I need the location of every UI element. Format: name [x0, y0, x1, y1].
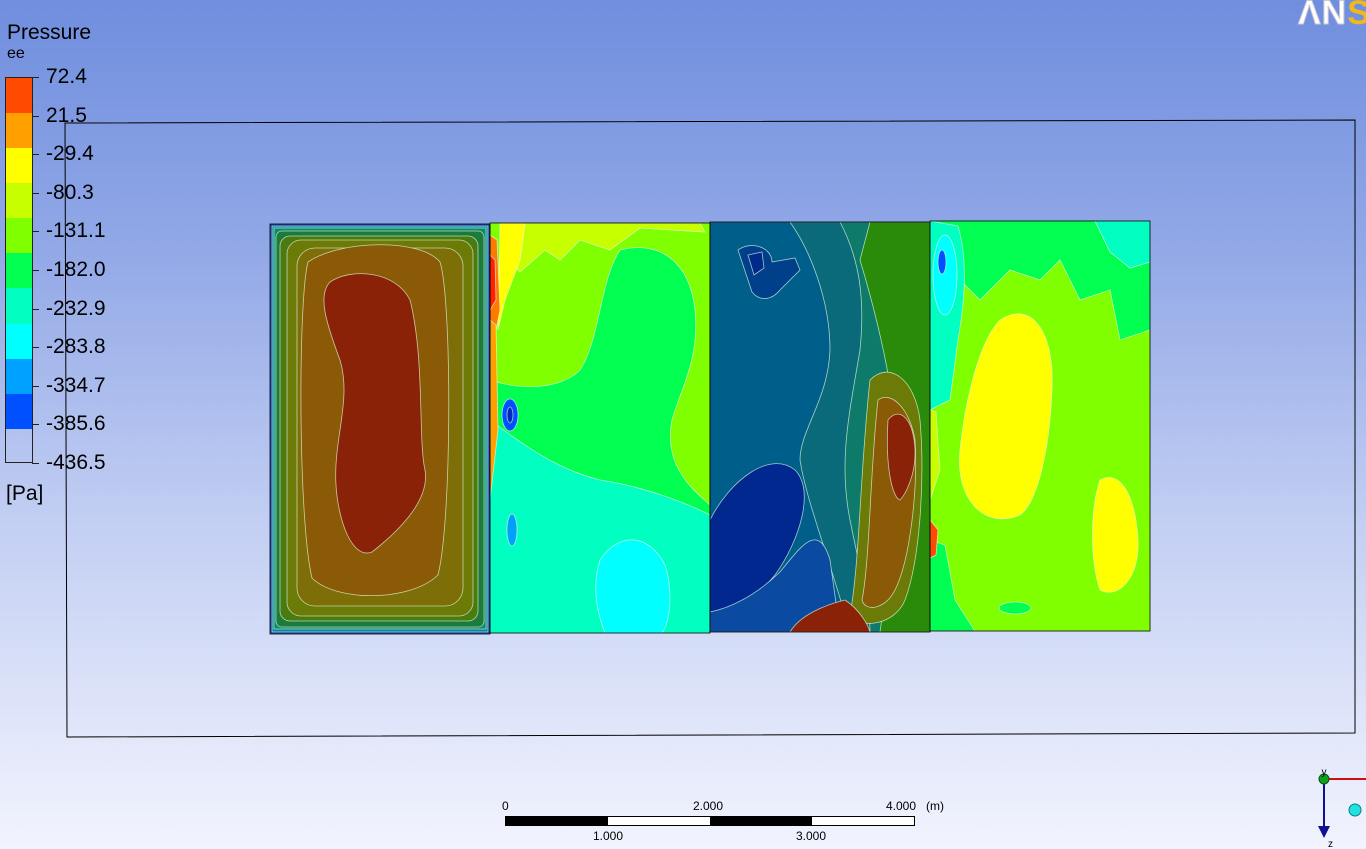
contour-panel-4	[930, 221, 1150, 631]
axes-triad[interactable]: y z	[1318, 767, 1366, 849]
legend-level-label: 72.4	[46, 65, 87, 88]
triad-y-label: y	[1322, 767, 1327, 778]
legend-tick	[32, 386, 39, 387]
legend-color-band	[6, 358, 32, 394]
contour-panel-1	[270, 224, 490, 634]
legend-tick	[32, 231, 39, 232]
legend-color-band	[6, 78, 32, 114]
legend-color-bar	[5, 77, 33, 463]
legend-level-label: -436.5	[46, 451, 106, 474]
legend-tick	[32, 193, 39, 194]
scale-label-1000: 1.000	[593, 829, 624, 843]
legend-color-band	[6, 288, 32, 324]
scale-unit: (m)	[926, 799, 944, 813]
legend-level-label: -182.0	[46, 258, 106, 281]
scale-label-2000: 2.000	[693, 799, 724, 813]
legend-level-label: -385.6	[46, 412, 106, 436]
legend-level-label: -131.1	[46, 219, 106, 243]
contour-panel-2	[490, 223, 710, 633]
legend-level-label: -232.9	[46, 296, 106, 320]
legend-level-label: -29.4	[46, 142, 94, 166]
domain-outline	[64, 119, 1356, 738]
legend-tick	[32, 154, 39, 155]
legend-tick	[32, 463, 39, 464]
contour-panel-3	[710, 222, 930, 632]
legend-tick	[32, 270, 39, 271]
legend-level-label: -283.8	[46, 335, 106, 359]
scale-label-3000: 3.000	[796, 829, 827, 843]
legend-tick	[32, 309, 39, 310]
legend-subtitle: ee	[7, 45, 25, 62]
triad-isometric-icon[interactable]	[1348, 803, 1362, 817]
triad-origin-icon	[1318, 773, 1330, 785]
scale-label-4000: 4.000	[886, 799, 917, 813]
legend-color-band	[6, 393, 32, 429]
triad-z-label: z	[1328, 839, 1333, 849]
panel-4-outline	[929, 220, 1151, 632]
legend-level-label: -334.7	[46, 373, 106, 397]
legend-color-band	[6, 148, 32, 184]
ansys-logo: ΛNS	[1297, 0, 1366, 33]
legend-color-band	[6, 113, 32, 149]
legend-tick	[32, 424, 39, 425]
scale-bar	[505, 816, 915, 826]
legend-tick	[32, 116, 39, 117]
legend-color-band	[6, 183, 32, 219]
legend-color-band	[6, 253, 32, 289]
legend-unit: [Pa]	[6, 482, 44, 505]
legend-color-band	[6, 323, 32, 359]
legend-tick	[32, 347, 39, 348]
legend-color-band	[6, 218, 32, 254]
legend-level-label: 21.5	[46, 103, 87, 127]
legend-tick	[32, 77, 39, 78]
legend-title: Pressure	[7, 21, 92, 44]
legend-level-label: -80.3	[46, 180, 94, 204]
scale-label-0: 0	[502, 799, 509, 813]
